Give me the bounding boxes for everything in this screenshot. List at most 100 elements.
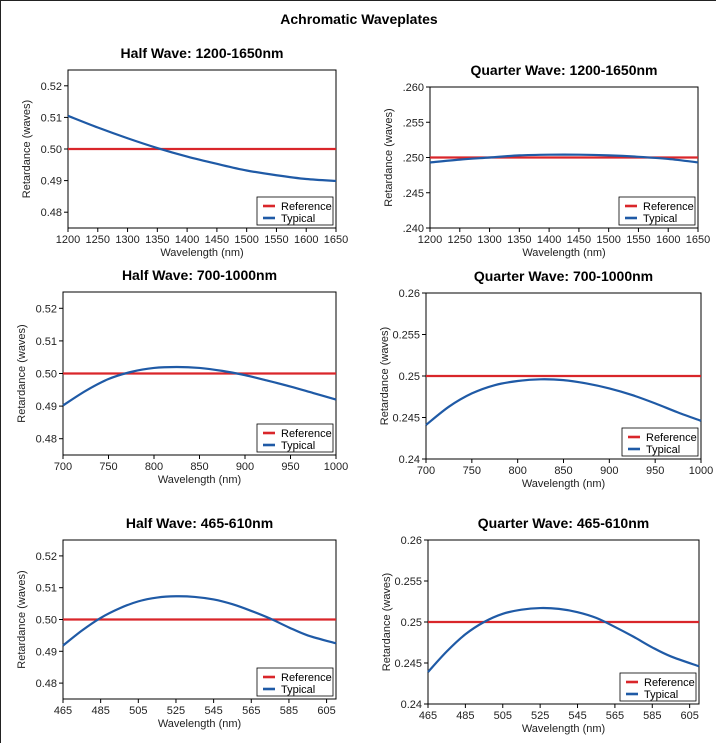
- y-tick-label: 0.50: [41, 144, 62, 156]
- x-tick-label: 585: [280, 705, 298, 717]
- chart-title: Half Wave: 700-1000nm: [122, 267, 277, 283]
- legend-box: [256, 423, 334, 453]
- x-tick-label: 750: [99, 461, 117, 473]
- y-axis-label: Retardance (waves): [21, 100, 33, 198]
- y-tick-label: 0.25: [399, 371, 420, 383]
- legend-label-typical: Typical: [643, 213, 677, 225]
- chart-title: Half Wave: 1200-1650nm: [121, 45, 284, 61]
- chart-panel-qw-ir: Quarter Wave: 1200-1650nm 1200 1250 1300 135…: [383, 62, 710, 259]
- y-tick-label: 0.48: [36, 434, 57, 446]
- chart-title: Quarter Wave: 700-1000nm: [474, 268, 653, 284]
- x-tick-label: 485: [456, 710, 474, 722]
- legend-box: [618, 196, 696, 226]
- chart-title: Half Wave: 465-610nm: [126, 515, 273, 531]
- x-tick-label: 605: [680, 710, 698, 722]
- legend-label-typical: Typical: [644, 689, 678, 701]
- y-tick-label: 0.24: [401, 699, 422, 711]
- x-tick-label: 505: [129, 705, 147, 717]
- y-tick-label: 0.245: [392, 413, 420, 425]
- chart-panel-hw-ir: Half Wave: 1200-1650nm 1200 1250 1300 1350 14…: [21, 45, 348, 259]
- x-axis-label: Wavelength (nm): [158, 718, 241, 730]
- x-tick-label: 485: [91, 705, 109, 717]
- chart-panels: Half Wave: 1200-1650nm 1200 1250 1300 1350 14…: [16, 45, 713, 735]
- y-tick-label: 0.51: [36, 583, 57, 595]
- x-axis-label: Wavelength (nm): [522, 478, 605, 490]
- x-tick-label: 565: [606, 710, 624, 722]
- y-tick-label: 0.50: [36, 369, 57, 381]
- x-tick-label: 1300: [477, 234, 501, 246]
- legend-box: [621, 427, 699, 457]
- y-tick-label: 0.48: [41, 207, 62, 219]
- y-tick-label: .240: [403, 223, 424, 235]
- legend-box: [256, 667, 334, 697]
- typical-curve: [427, 606, 700, 673]
- x-tick-label: 700: [417, 465, 435, 477]
- chart-title: Quarter Wave: 1200-1650nm: [470, 62, 657, 78]
- legend-label-typical: Typical: [281, 213, 315, 225]
- y-tick-label: .260: [403, 82, 424, 94]
- y-tick-label: 0.52: [36, 551, 57, 563]
- legend-label-reference: Reference: [281, 672, 332, 684]
- y-axis-label: Retardance (waves): [16, 570, 28, 668]
- y-tick-label: 0.25: [401, 617, 422, 629]
- x-tick-label: 585: [643, 710, 661, 722]
- x-tick-label: 1500: [596, 234, 620, 246]
- x-tick-label: 605: [317, 705, 335, 717]
- y-tick-label: 0.50: [36, 615, 57, 627]
- y-tick-label: 0.52: [36, 303, 57, 315]
- x-tick-label: 1350: [145, 234, 169, 246]
- x-axis-label: Wavelength (nm): [522, 723, 605, 735]
- x-tick-label: 1600: [656, 234, 680, 246]
- y-tick-label: 0.49: [36, 401, 57, 413]
- y-tick-label: 0.51: [36, 336, 57, 348]
- typical-curve: [425, 378, 702, 426]
- y-axis-label: Retardance (waves): [381, 573, 393, 671]
- x-tick-label: 1650: [324, 234, 348, 246]
- x-tick-label: 1000: [689, 465, 713, 477]
- x-tick-label: 465: [54, 705, 72, 717]
- x-tick-label: 545: [204, 705, 222, 717]
- x-tick-label: 565: [242, 705, 260, 717]
- legend-label-reference: Reference: [281, 201, 332, 213]
- y-axis-label: Retardance (waves): [379, 327, 391, 425]
- x-tick-label: 1500: [234, 234, 258, 246]
- y-tick-label: 0.24: [399, 454, 420, 466]
- y-tick-label: 0.26: [399, 288, 420, 300]
- x-tick-label: 950: [646, 465, 664, 477]
- x-tick-label: 1350: [507, 234, 531, 246]
- y-axis-label: Retardance (waves): [16, 324, 28, 422]
- legend-label-reference: Reference: [644, 677, 695, 689]
- x-tick-label: 505: [494, 710, 512, 722]
- legend-box: [619, 672, 697, 702]
- legend-label-reference: Reference: [281, 428, 332, 440]
- y-tick-label: .255: [403, 117, 424, 129]
- figure-title: Achromatic Waveplates: [280, 11, 438, 27]
- x-tick-label: 900: [600, 465, 618, 477]
- legend-label-reference: Reference: [643, 201, 694, 213]
- x-tick-label: 1400: [537, 234, 561, 246]
- x-tick-label: 950: [281, 461, 299, 473]
- x-tick-label: 1450: [567, 234, 591, 246]
- y-tick-label: .250: [403, 153, 424, 165]
- x-tick-label: 1250: [448, 234, 472, 246]
- legend-box: [256, 196, 334, 226]
- x-tick-label: 1000: [324, 461, 348, 473]
- legend-label-typical: Typical: [281, 684, 315, 696]
- x-axis-label: Wavelength (nm): [158, 474, 241, 486]
- chart-panel-hw-nir: Half Wave: 700-1000nm 700 750 800 850 900 950 1…: [16, 267, 348, 486]
- y-tick-label: 0.26: [401, 535, 422, 547]
- x-tick-label: 850: [190, 461, 208, 473]
- x-axis-label: Wavelength (nm): [160, 247, 243, 259]
- y-tick-label: 0.245: [394, 658, 422, 670]
- x-tick-label: 1200: [418, 234, 442, 246]
- y-tick-label: 0.255: [394, 576, 422, 588]
- y-axis-label: Retardance (waves): [383, 108, 395, 206]
- y-tick-label: 0.48: [36, 678, 57, 690]
- y-tick-label: 0.51: [41, 112, 62, 124]
